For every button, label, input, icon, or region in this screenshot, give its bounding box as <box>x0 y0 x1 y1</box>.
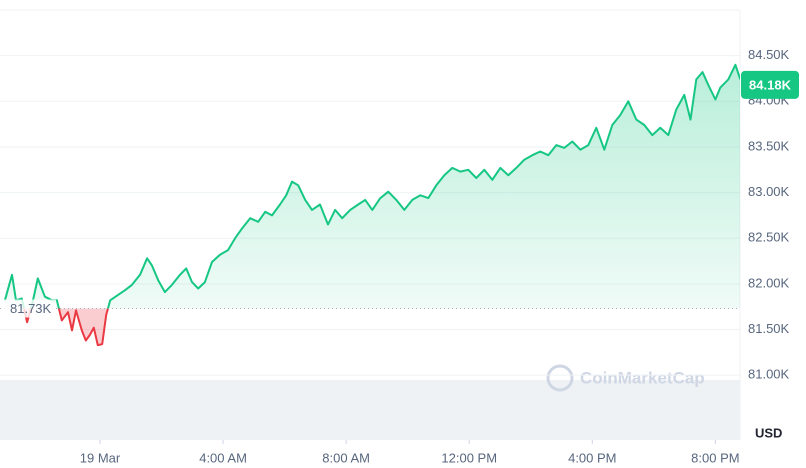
y-tick-label: 81.00K <box>748 367 790 382</box>
reference-label-bg <box>4 299 56 318</box>
reference-label: 81.73K <box>10 301 52 316</box>
x-tick-label: 8:00 AM <box>322 450 370 465</box>
y-tick-label: 82.00K <box>748 275 790 290</box>
price-line-up <box>3 63 740 309</box>
y-tick-label: 82.50K <box>748 230 790 245</box>
x-tick-label: 19 Mar <box>80 450 121 465</box>
last-price-label: 84.18K <box>749 77 792 92</box>
y-tick-label: 83.00K <box>748 184 790 199</box>
watermark: CoinMarketCap <box>546 364 705 392</box>
x-tick-label: 8:00 PM <box>691 450 739 465</box>
currency-label: USD <box>755 425 782 440</box>
area-down <box>24 308 108 346</box>
x-tick-label: 12:00 PM <box>441 450 497 465</box>
y-tick-label: 83.50K <box>748 138 790 153</box>
x-tick-label: 4:00 AM <box>199 450 247 465</box>
y-tick-label: 81.50K <box>748 321 790 336</box>
price-line-down <box>23 308 109 347</box>
y-tick-label: 84.50K <box>748 47 790 62</box>
x-tick-label: 4:00 PM <box>568 450 616 465</box>
last-price-badge <box>741 70 799 99</box>
watermark-text: CoinMarketCap <box>580 368 705 387</box>
volume-band <box>0 380 740 440</box>
area-up <box>4 64 740 309</box>
